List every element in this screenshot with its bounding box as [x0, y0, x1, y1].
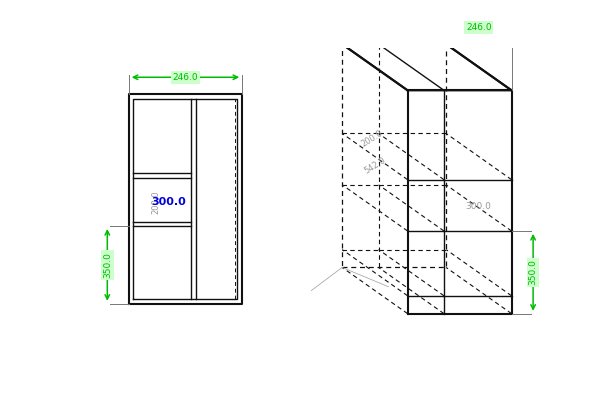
Text: 300.0: 300.0: [465, 202, 491, 211]
Text: 350.0: 350.0: [103, 252, 112, 278]
Text: 200.0: 200.0: [359, 128, 384, 149]
Text: 542.0: 542.0: [363, 156, 388, 176]
Text: 200.0: 200.0: [152, 190, 161, 214]
Text: 246.0: 246.0: [173, 73, 198, 82]
Text: 300.0: 300.0: [151, 197, 186, 207]
Text: 350.0: 350.0: [529, 260, 538, 285]
Text: 246.0: 246.0: [466, 23, 491, 32]
